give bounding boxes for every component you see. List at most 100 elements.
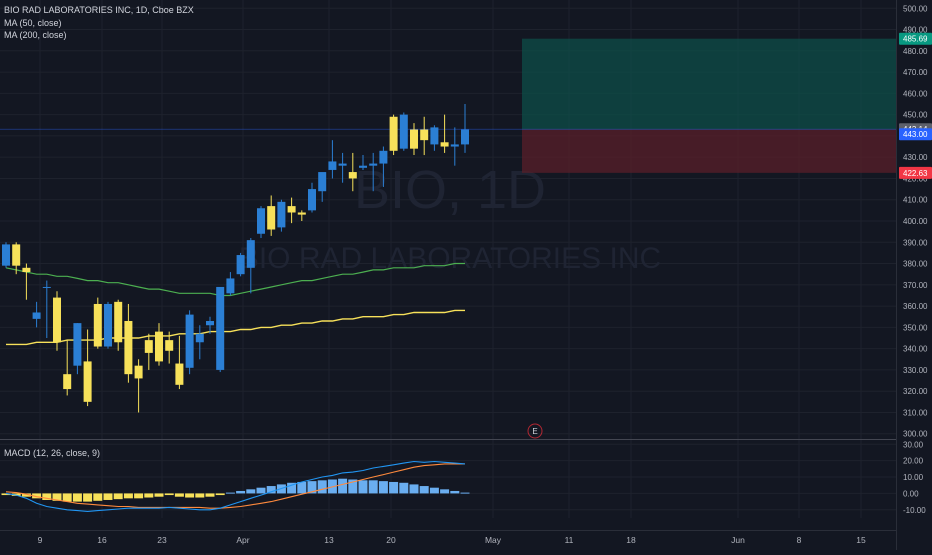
price-tick-label: 450.00 [903, 111, 928, 120]
candle-body [359, 165, 367, 168]
candle-body [53, 297, 61, 343]
macd-bar [174, 493, 184, 497]
macd-bar [266, 486, 276, 494]
entry-price-tag-text: 443.00 [903, 130, 928, 139]
time-tick-label: Jun [731, 535, 745, 545]
macd-bar [358, 480, 368, 494]
price-tick-label: 380.00 [903, 260, 928, 269]
macd-tick-label: 20.00 [903, 457, 924, 466]
macd-bar [1, 493, 11, 496]
macd-bar [246, 489, 256, 494]
target-price-tag-bg [899, 32, 932, 45]
macd-bar [215, 493, 225, 496]
price-tick-label: 370.00 [903, 281, 928, 290]
candle-body [2, 244, 10, 266]
chart-title: BIO RAD LABORATORIES INC, 1D, Cboe BZX [4, 5, 194, 15]
price-tick-label: 430.00 [903, 153, 928, 162]
time-tick-label: May [485, 535, 502, 545]
macd-bar [419, 486, 429, 494]
macd-bar [103, 493, 113, 500]
candle-body [42, 286, 51, 288]
candle-body [22, 267, 31, 273]
candle-body [440, 142, 449, 147]
time-tick-label: 20 [386, 535, 396, 545]
ma200-line [6, 309, 465, 346]
earnings-marker-label: E [532, 427, 537, 436]
candle-body [155, 331, 163, 362]
candle-body [206, 320, 214, 326]
macd-bar [144, 493, 154, 498]
macd-bar [123, 493, 133, 499]
candle-body [277, 201, 286, 228]
macd-bar [32, 493, 42, 499]
price-tick-label: 300.00 [903, 430, 928, 439]
macd-bar [256, 487, 266, 494]
time-tick-label: 9 [38, 535, 43, 545]
candle-body [175, 363, 184, 385]
macd-bar [378, 481, 388, 494]
candle-body [246, 240, 255, 268]
candle-body [389, 116, 398, 151]
macd-tick-label: 30.00 [903, 440, 924, 449]
macd-bar [460, 492, 470, 494]
candle-body [134, 365, 143, 379]
candle-body [308, 189, 316, 211]
price-tick-label: 500.00 [903, 4, 928, 13]
candle-body [216, 286, 225, 370]
macd-tick-label: 10.00 [903, 473, 924, 482]
macd-bar [348, 479, 358, 494]
profit-zone [522, 38, 896, 130]
candle-body [461, 129, 469, 145]
target-price-tag-text: 485.69 [903, 35, 928, 44]
macd-tick-label: -10.00 [903, 506, 926, 515]
price-axis: 300.00 310.00 320.00 330.00 340.00 350.00 360.… [903, 4, 928, 515]
candle-body [369, 163, 378, 166]
candle-body [338, 163, 347, 166]
entry-price-tag-bg [899, 128, 932, 141]
price-tick-label: 400.00 [903, 217, 928, 226]
candle-body [195, 333, 204, 343]
macd-bar [42, 493, 52, 500]
time-tick-label: 8 [797, 535, 802, 545]
candle-body [318, 172, 327, 192]
macd-bar [297, 481, 307, 494]
candle-body [165, 340, 174, 351]
macd-bar [236, 490, 246, 494]
ma50-line [5, 262, 465, 297]
macd-bar [134, 493, 144, 499]
macd-signal-line [5, 463, 465, 509]
candle-body [430, 127, 439, 145]
macd-bar [195, 493, 205, 498]
earnings-marker-circle [527, 423, 543, 439]
entry-price-tag: 443.00 [899, 128, 932, 141]
candle-body [104, 303, 112, 347]
macd-bar [164, 493, 174, 496]
macd-tick-label: 0.00 [903, 489, 919, 498]
time-axis: 9 16 23 Apr 13 20 May 11 18 Jun 8 15 [38, 535, 866, 545]
macd-line [5, 460, 466, 512]
macd-bar [440, 489, 450, 494]
candle-body [287, 206, 296, 213]
macd-bar [368, 480, 378, 494]
macd-legend: MACD (12, 26, close, 9) [4, 448, 101, 458]
macd-bar [429, 487, 439, 494]
price-tick-label: 480.00 [903, 47, 928, 56]
candle-body [257, 208, 265, 234]
macd-bar [287, 482, 297, 494]
candle-body [348, 172, 357, 179]
price-tick-label: 330.00 [903, 366, 928, 375]
macd-bar [185, 493, 195, 498]
price-tick-label: 490.00 [903, 26, 928, 35]
candle-body [328, 161, 337, 170]
candle-body [297, 212, 306, 215]
macd-bar [225, 492, 235, 494]
macd-bar [83, 493, 93, 502]
price-tick-label: 320.00 [903, 387, 928, 396]
earnings-marker: E [527, 423, 543, 439]
macd-bar [450, 490, 460, 494]
time-tick-label: Apr [236, 535, 249, 545]
time-tick-label: 11 [565, 535, 574, 545]
price-tick-label: 420.00 [903, 174, 928, 183]
time-tick-label: 15 [856, 535, 866, 545]
